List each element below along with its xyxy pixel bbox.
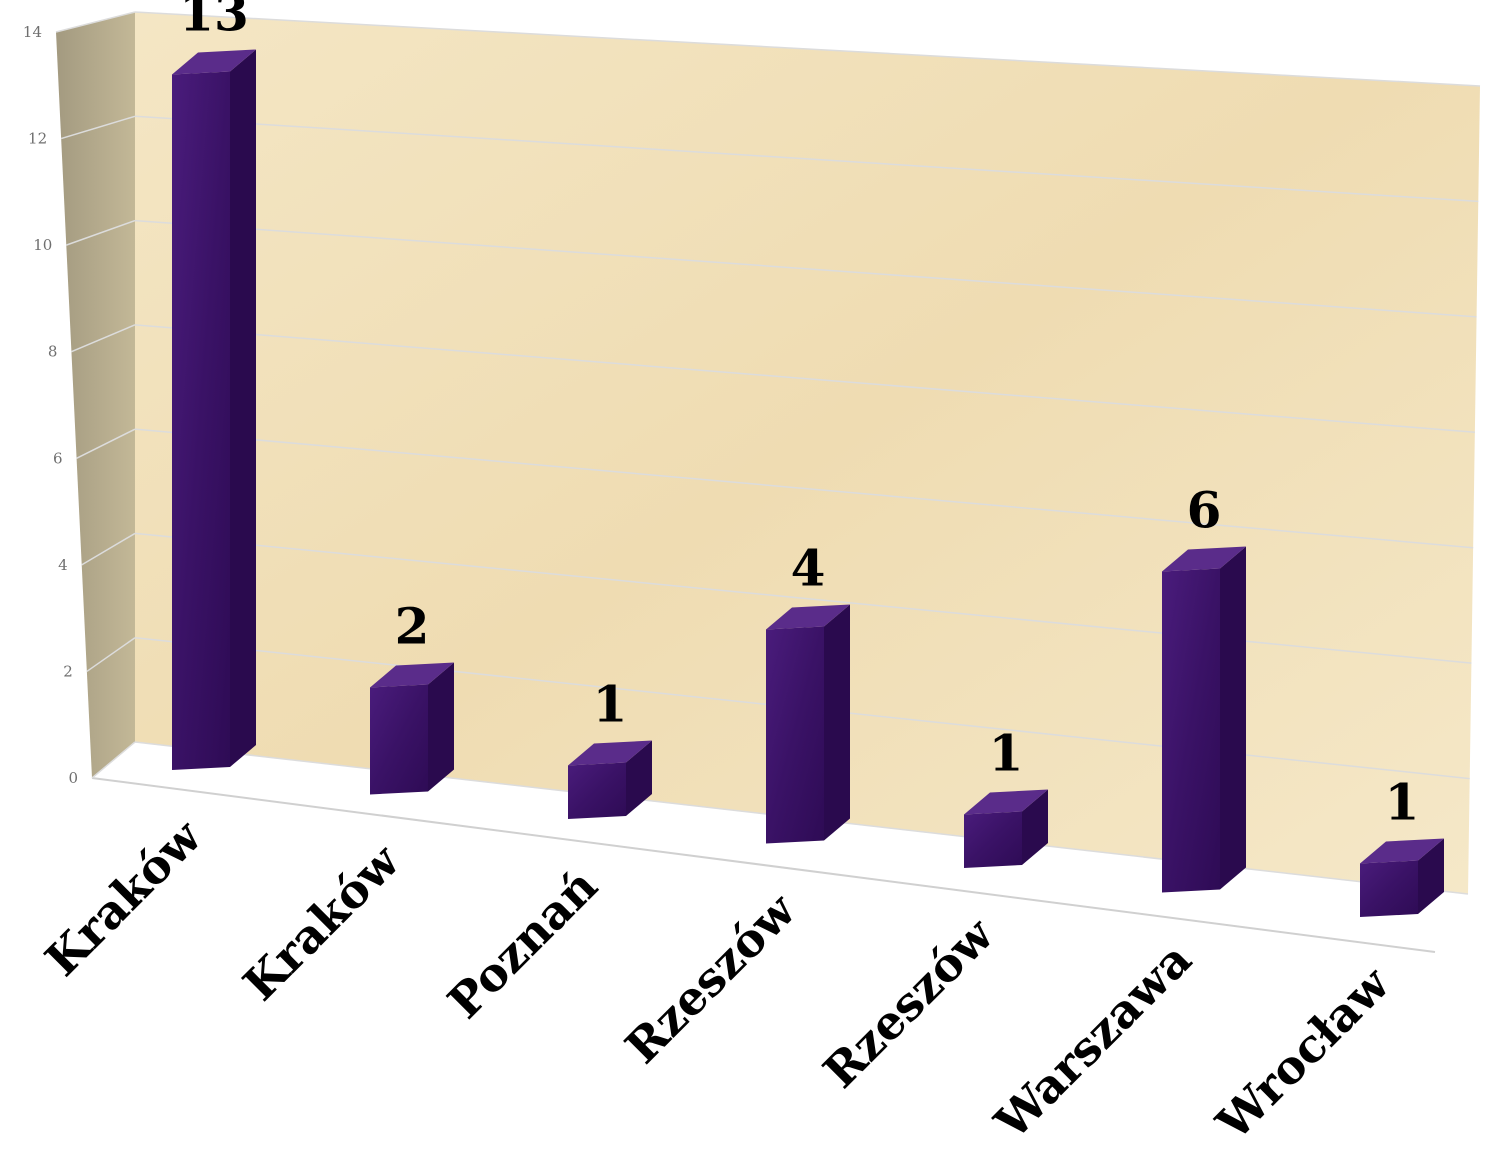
bar-side bbox=[428, 663, 454, 792]
data-label: 1 bbox=[1385, 773, 1420, 832]
bar-front bbox=[964, 812, 1022, 869]
category-label: Rzeszów bbox=[813, 907, 1005, 1099]
category-label: Kraków bbox=[35, 809, 213, 987]
bar-front bbox=[766, 627, 824, 844]
y-tick-label: 8 bbox=[48, 343, 58, 361]
bar-front bbox=[1360, 861, 1418, 918]
bar-front bbox=[172, 72, 230, 771]
bar-side bbox=[230, 50, 256, 768]
bar-front bbox=[568, 763, 626, 820]
data-label: 2 bbox=[395, 597, 430, 656]
y-tick-label: 4 bbox=[58, 556, 68, 574]
y-tick-label: 0 bbox=[68, 769, 78, 787]
data-label: 13 bbox=[179, 0, 249, 43]
bar-side bbox=[824, 605, 850, 841]
category-label: Kraków bbox=[233, 833, 411, 1011]
category-label: Rzeszów bbox=[615, 882, 807, 1074]
y-tick-label: 6 bbox=[53, 449, 63, 467]
bar bbox=[172, 50, 256, 771]
category-label: Warszawa bbox=[984, 932, 1202, 1150]
data-label: 1 bbox=[989, 724, 1024, 783]
data-label: 6 bbox=[1187, 481, 1222, 540]
category-label: Poznań bbox=[437, 859, 607, 1029]
y-tick-label: 14 bbox=[23, 23, 42, 41]
data-label: 4 bbox=[791, 539, 826, 598]
data-label: 1 bbox=[593, 675, 628, 734]
bar bbox=[1162, 547, 1246, 893]
category-label: Wrocław bbox=[1205, 956, 1400, 1151]
bar-front bbox=[370, 685, 428, 795]
bar-front bbox=[1162, 569, 1220, 893]
y-tick-label: 10 bbox=[33, 236, 52, 254]
bar bbox=[766, 605, 850, 844]
y-tick-label: 12 bbox=[28, 130, 47, 148]
y-tick-label: 2 bbox=[63, 662, 73, 680]
bar bbox=[370, 663, 454, 795]
bar-side bbox=[1220, 547, 1246, 890]
